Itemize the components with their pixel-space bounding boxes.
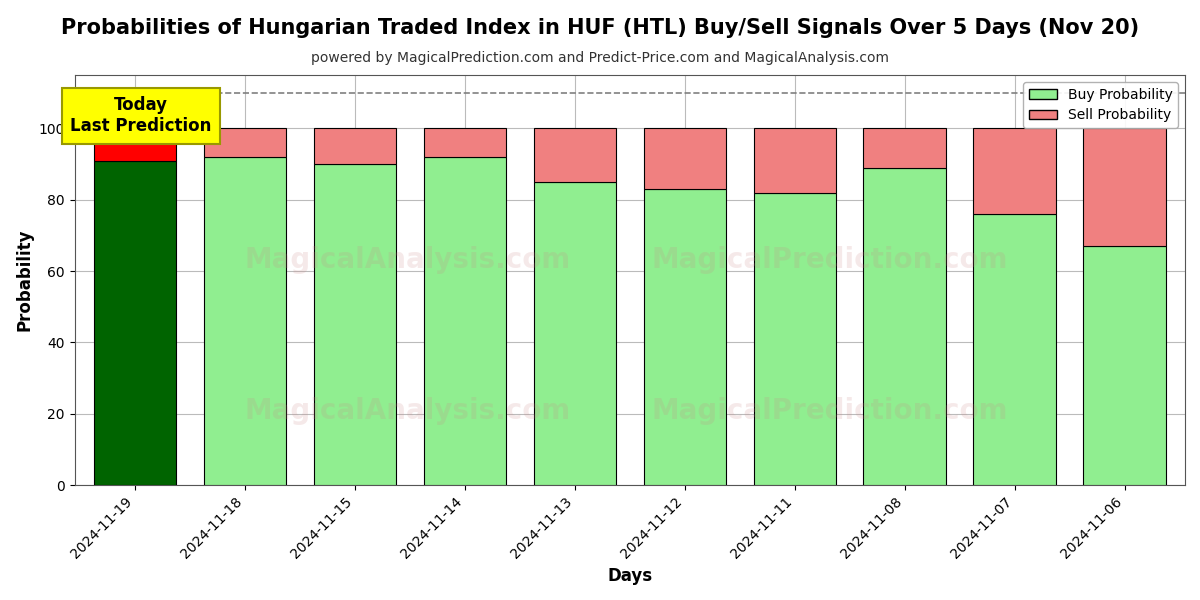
Text: MagicalAnalysis.com: MagicalAnalysis.com: [245, 397, 571, 425]
Bar: [754, 128, 836, 193]
Bar: [94, 128, 176, 161]
Legend: Buy Probability, Sell Probability: Buy Probability, Sell Probability: [1024, 82, 1178, 128]
Text: MagicalAnalysis.com: MagicalAnalysis.com: [245, 245, 571, 274]
Y-axis label: Probability: Probability: [16, 229, 34, 331]
Text: Today
Last Prediction: Today Last Prediction: [70, 97, 211, 135]
Bar: [973, 128, 1056, 214]
Text: MagicalPrediction.com: MagicalPrediction.com: [652, 397, 1008, 425]
Bar: [424, 157, 506, 485]
Bar: [1084, 246, 1165, 485]
Bar: [313, 164, 396, 485]
Bar: [204, 157, 287, 485]
Bar: [643, 189, 726, 485]
X-axis label: Days: Days: [607, 567, 653, 585]
Bar: [534, 128, 616, 182]
Bar: [973, 214, 1056, 485]
Bar: [313, 128, 396, 164]
Bar: [204, 128, 287, 157]
Text: Probabilities of Hungarian Traded Index in HUF (HTL) Buy/Sell Signals Over 5 Day: Probabilities of Hungarian Traded Index …: [61, 18, 1139, 38]
Text: powered by MagicalPrediction.com and Predict-Price.com and MagicalAnalysis.com: powered by MagicalPrediction.com and Pre…: [311, 51, 889, 65]
Bar: [864, 128, 946, 168]
Bar: [534, 182, 616, 485]
Text: MagicalPrediction.com: MagicalPrediction.com: [652, 245, 1008, 274]
Bar: [94, 161, 176, 485]
Bar: [643, 128, 726, 189]
Bar: [864, 168, 946, 485]
Bar: [1084, 128, 1165, 246]
Bar: [754, 193, 836, 485]
Bar: [424, 128, 506, 157]
